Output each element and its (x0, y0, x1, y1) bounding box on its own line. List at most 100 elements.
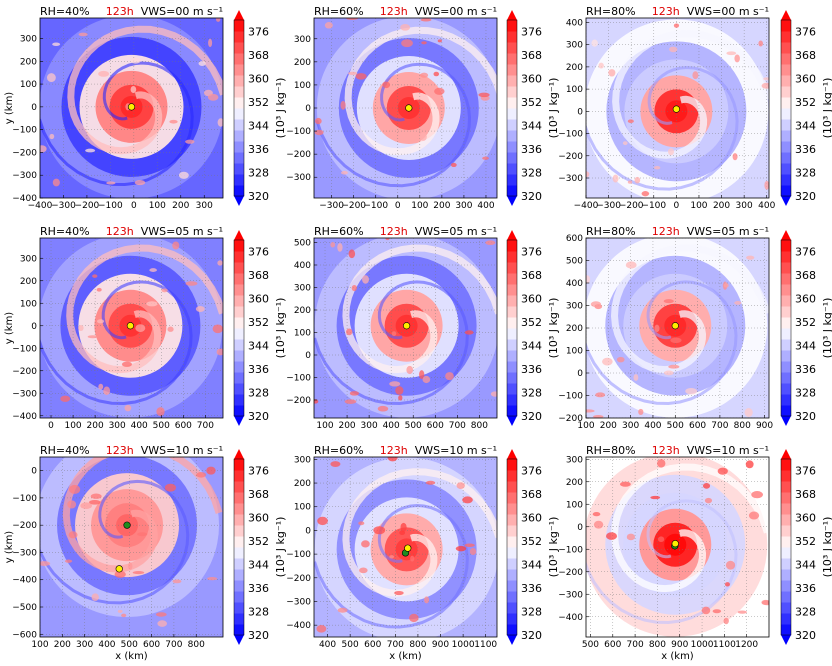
x-tick-label: 600 (604, 640, 621, 650)
colorbar-tick-label: 376 (248, 26, 269, 39)
y-tick-label: −200 (12, 521, 37, 531)
convective-cell (598, 62, 604, 69)
y-axis-label: y (km) (4, 312, 15, 345)
convective-cell (155, 612, 167, 617)
convective-cell (650, 495, 661, 500)
spiral-rainband (67, 25, 223, 155)
colorbar-segment (234, 251, 244, 263)
convective-cell (164, 483, 176, 492)
colorbar-segment (781, 350, 791, 362)
colorbar-segment (781, 108, 791, 120)
convective-cell (717, 467, 728, 475)
colorbar-p21: 320 328 336 344 352 360 368 376 (10³ J kg⁻¹) (233, 230, 287, 426)
convective-cell (60, 395, 71, 402)
convective-cell (464, 330, 474, 335)
convective-cell (216, 18, 221, 22)
colorbar-frame (233, 19, 245, 197)
colorbar-segment (781, 492, 791, 504)
convective-cell (314, 129, 324, 136)
convective-cell (761, 599, 769, 605)
convective-cell (87, 335, 98, 339)
y-tick-label: 0 (31, 322, 37, 332)
panel-p22: 100 200 300 400 500 600 700 800 500 400 300 200 100 0… (286, 225, 560, 431)
colorbar-segment (234, 339, 244, 351)
colorbar-frame (506, 239, 518, 417)
x-tick-label: 700 (711, 421, 728, 431)
panel-time-vws-label: 123h VWS=00 m s⁻¹ (652, 5, 769, 18)
y-axis-label: y (km) (4, 92, 15, 125)
colorbar-label: (10³ J kg⁻¹) (821, 517, 832, 578)
colorbar-segment (507, 459, 517, 471)
vws-label: VWS=05 m s⁻¹ (680, 225, 769, 238)
y-tick-label: −300 (558, 174, 583, 184)
panel-p13: −400−300−200−100 0 100 200 300 40040030020010… (558, 5, 832, 211)
x-tick-label: 400 (131, 421, 148, 431)
x-tick-label: 0 (674, 201, 680, 211)
spiral-dry-band (40, 479, 190, 605)
y-tick-label: 200 (20, 277, 37, 287)
panel-p23: 100 200 300 400 500 600 700 800 900 600 500 400 300 2… (558, 225, 832, 431)
colorbar-segment (781, 152, 791, 164)
colorbar-tick-label: 344 (795, 120, 816, 133)
convective-cell (745, 460, 754, 469)
colorbar-tick-label: 328 (521, 387, 542, 400)
colorbar-tick-label: 368 (521, 488, 542, 501)
y-tick-label: −200 (286, 150, 311, 160)
colorbar-frame (506, 19, 518, 197)
colorbar-p22: 320 328 336 344 352 360 368 376 (10³ J kg⁻¹) (506, 230, 560, 426)
convective-cell (195, 305, 205, 313)
convective-cell (157, 620, 167, 627)
convective-cell (627, 180, 633, 184)
x-tick-label: 200 (433, 201, 450, 211)
convective-cell (761, 82, 769, 89)
x-tick-label: −300 (51, 201, 76, 211)
spiral-dry-band (586, 280, 738, 406)
storm-center-marker (403, 322, 411, 330)
convective-cell (608, 69, 616, 77)
x-tick-label: 100 (690, 201, 707, 211)
panel-rh-label: RH=80% (586, 5, 636, 18)
convective-cell (46, 73, 56, 82)
convective-cell (734, 301, 742, 305)
x-tick-label: −400 (574, 201, 599, 211)
axes-frame (39, 237, 224, 419)
colorbar-tick-label: 320 (795, 410, 816, 423)
convective-cell (627, 119, 634, 124)
colorbar-segment (781, 580, 791, 592)
convective-cell (482, 156, 489, 160)
x-tick-label: 600 (143, 640, 160, 650)
spiral-rainband (344, 26, 497, 156)
spiral-rainband (612, 30, 769, 159)
colorbar-segment (234, 20, 244, 32)
y-tick-label: 200 (566, 478, 583, 488)
y-tick-label: 300 (20, 254, 37, 264)
colorbar-p11: 320 328 336 344 352 360 368 376 (10³ J kg⁻¹) (233, 10, 287, 206)
x-tick-label: 400 (319, 640, 336, 650)
panel-p11: −400−300−200−100 0 100 200 3003002001000−100… (4, 5, 287, 211)
colorbar-segment (507, 481, 517, 493)
y-tick-label: 200 (294, 479, 311, 489)
colorbar-tick-label: 328 (521, 167, 542, 180)
spiral-dry-band (40, 280, 193, 406)
colorbar-p23: 320 328 336 344 352 360 368 376 (10³ J kg⁻¹) (780, 230, 832, 426)
colorbar-segment (781, 262, 791, 274)
convective-cell (315, 117, 322, 125)
colorbar-segment (781, 459, 791, 471)
convective-cell (723, 617, 729, 625)
colorbar-tick-label: 352 (795, 535, 816, 548)
colorbar-segment (234, 185, 244, 197)
colorbar-extend-max (234, 10, 244, 20)
convective-cell (324, 22, 333, 29)
convective-cell (606, 532, 618, 540)
colorbar-segment (507, 525, 517, 537)
convective-cell (198, 61, 206, 66)
colorbar-segment (507, 514, 517, 526)
y-tick-label: −300 (12, 389, 37, 399)
colorbar-segment (507, 31, 517, 43)
colorbar-extend-min (507, 196, 517, 206)
surface-center-marker (123, 521, 131, 529)
x-tick-label: 400 (98, 640, 115, 650)
colorbar-segment (234, 525, 244, 537)
colorbar-label: (10³ J kg⁻¹) (547, 517, 560, 578)
convective-cell (88, 499, 101, 505)
